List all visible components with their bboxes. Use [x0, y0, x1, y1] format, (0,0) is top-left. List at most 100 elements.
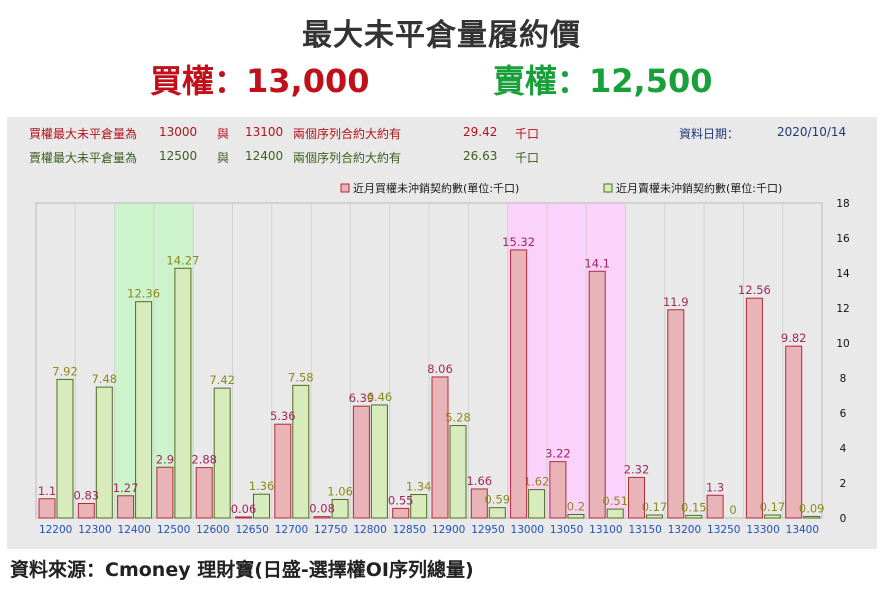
data-label-call: 12.56 — [738, 283, 771, 297]
x-tick-label: 12400 — [118, 524, 151, 536]
bar-call — [313, 516, 331, 519]
x-tick-label: 12900 — [432, 524, 465, 536]
bar-put — [449, 425, 467, 519]
highlight-band-call — [507, 203, 626, 518]
bar-put — [95, 386, 113, 519]
data-label-call: 1.1 — [38, 484, 56, 498]
data-label-put: 0.59 — [484, 493, 510, 507]
call-info-value: 29.42 — [463, 125, 498, 139]
put-info-strike2: 12400 — [245, 149, 284, 163]
bar-call — [117, 495, 135, 519]
data-label-put: 0.51 — [602, 494, 628, 508]
y-tick-label: 16 — [836, 233, 850, 245]
data-labels: 1.1 7.92 0.83 7.48 1.27 12.36 2.9 14.27 2.88 7.42… — [38, 235, 825, 517]
data-label-put: 1.06 — [327, 484, 353, 498]
y-tick-label: 10 — [836, 338, 849, 350]
data-label-call: 2.9 — [156, 452, 174, 466]
bar-call — [667, 309, 685, 519]
legend-label-put: 近月賣權未沖銷契約數(單位:千口) — [616, 181, 782, 195]
call-info-unit: 千口 — [515, 127, 540, 141]
data-label-call: 1.66 — [466, 474, 492, 488]
call-info-desc: 兩個序列合約大約有 — [293, 127, 402, 141]
data-label-put: 6.46 — [367, 390, 393, 404]
data-label-call: 2.32 — [624, 462, 650, 476]
x-tick-label: 13050 — [550, 524, 583, 536]
put-info-desc: 兩個序列合約大約有 — [293, 151, 402, 165]
bar-put — [370, 404, 388, 519]
date-label: 資料日期： — [679, 127, 740, 141]
bar-call — [510, 249, 528, 519]
bar-call — [785, 345, 803, 519]
y-tick-label: 8 — [840, 373, 847, 385]
bar-put — [685, 514, 703, 519]
data-label-call: 0.83 — [73, 488, 99, 502]
x-tick-label: 12650 — [235, 524, 268, 536]
x-tick-label: 12950 — [471, 524, 504, 536]
bar-call — [195, 467, 213, 519]
data-label-put: 0 — [729, 503, 736, 517]
bar-put — [528, 489, 546, 519]
x-tick-label: 12300 — [78, 524, 111, 536]
y-tick-label: 14 — [836, 268, 850, 280]
put-info-strike1: 12500 — [159, 149, 198, 163]
x-tick-label: 13000 — [511, 524, 544, 536]
x-tick-label: 13300 — [746, 524, 779, 536]
bar-call — [235, 516, 252, 519]
x-tick-label: 12600 — [196, 524, 229, 536]
put-info-value: 26.63 — [463, 149, 498, 163]
date-value: 2020/10/14 — [777, 125, 847, 139]
call-info-label: 買權最大未平倉量為 — [29, 127, 138, 141]
x-tick-label: 12700 — [275, 524, 308, 536]
bar-put — [292, 384, 310, 519]
page-title: 最大未平倉量履約價 — [302, 18, 581, 53]
data-label-put: 1.62 — [524, 475, 550, 489]
bar-call — [156, 466, 174, 519]
x-tick-label: 12200 — [39, 524, 72, 536]
bar-put — [135, 301, 153, 519]
call-info-strike2: 13100 — [245, 125, 284, 139]
bar-put — [606, 508, 624, 519]
x-tick-label: 13250 — [707, 524, 740, 536]
bar-put — [56, 378, 74, 519]
bar-put — [253, 493, 270, 519]
bar-call — [274, 423, 292, 519]
data-label-call: 11.9 — [663, 295, 689, 309]
bar-call — [549, 461, 567, 519]
data-label-call: 5.36 — [270, 409, 296, 423]
legend-swatch-put — [603, 183, 613, 193]
legend: 近月買權未沖銷契約數(單位:千口) 近月賣權未沖銷契約數(單位:千口) — [340, 181, 782, 195]
put-info-label: 賣權最大未平倉量為 — [29, 151, 138, 165]
data-label-put: 1.34 — [406, 480, 432, 494]
data-label-call: 0.06 — [231, 502, 257, 516]
y-tick-label: 0 — [840, 513, 847, 525]
source-footer: 資料來源：Cmoney 理財寶(日盛-選擇權OI序列總量) — [10, 559, 474, 581]
data-label-put: 12.36 — [127, 287, 160, 301]
y-tick-labels: 0 2 4 6 8 10 12 14 16 18 — [836, 198, 850, 525]
bar-call — [431, 376, 449, 519]
bar-put — [803, 515, 821, 519]
call-info-strike1: 13000 — [159, 125, 198, 139]
data-label-call: 6.39 — [349, 391, 375, 405]
bar-put — [763, 514, 781, 519]
bar-call — [470, 488, 488, 519]
bar-put — [213, 387, 231, 519]
data-label-call: 8.06 — [427, 362, 453, 376]
x-tick-label: 13200 — [668, 524, 701, 536]
bar-put — [174, 267, 192, 519]
bar-call — [352, 405, 370, 519]
y-tick-label: 6 — [840, 408, 847, 420]
bar-put — [567, 514, 585, 519]
data-label-put: 14.27 — [166, 253, 199, 267]
x-tick-label: 12800 — [353, 524, 386, 536]
data-label-put: 0.15 — [681, 500, 707, 514]
data-label-call: 1.27 — [113, 481, 139, 495]
legend-label-call: 近月買權未沖銷契約數(單位:千口) — [353, 181, 519, 195]
bars — [38, 249, 821, 519]
x-tick-label: 13100 — [589, 524, 622, 536]
data-label-put: 0.2 — [567, 500, 585, 514]
x-tick-label: 12500 — [157, 524, 190, 536]
bar-call — [745, 297, 763, 519]
data-label-put: 0.09 — [799, 501, 825, 515]
data-label-put: 7.58 — [288, 370, 314, 384]
bar-put — [488, 507, 506, 519]
